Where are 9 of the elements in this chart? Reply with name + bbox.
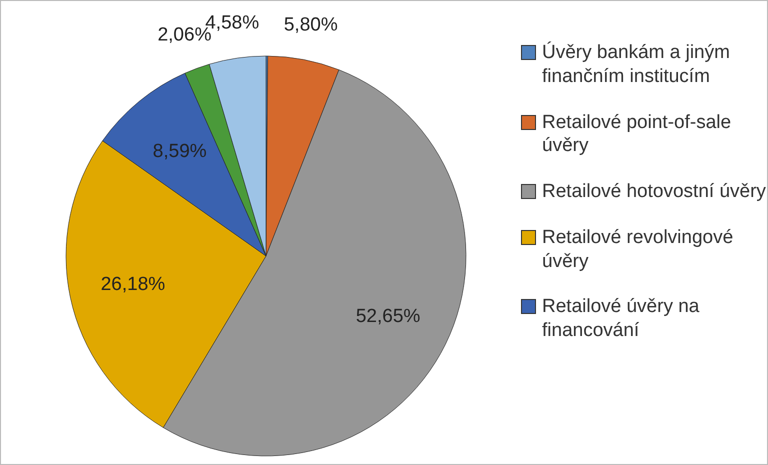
legend-label: Retailové úvěry na financování xyxy=(542,295,700,343)
data-label: 52,65% xyxy=(356,306,420,327)
data-label: 26,18% xyxy=(100,274,166,296)
legend-label: Úvěry bankám a jiným finančním institucím xyxy=(542,41,731,88)
data-label: 8,59% xyxy=(152,140,207,162)
data-label: 5,80% xyxy=(284,14,338,36)
legend-label: Retailové revolvingové úvěry xyxy=(542,226,734,274)
legend-label: Retailové hotovostní úvěry xyxy=(542,180,766,204)
legend-label: Retailové point-of-sale úvěry xyxy=(542,110,732,158)
